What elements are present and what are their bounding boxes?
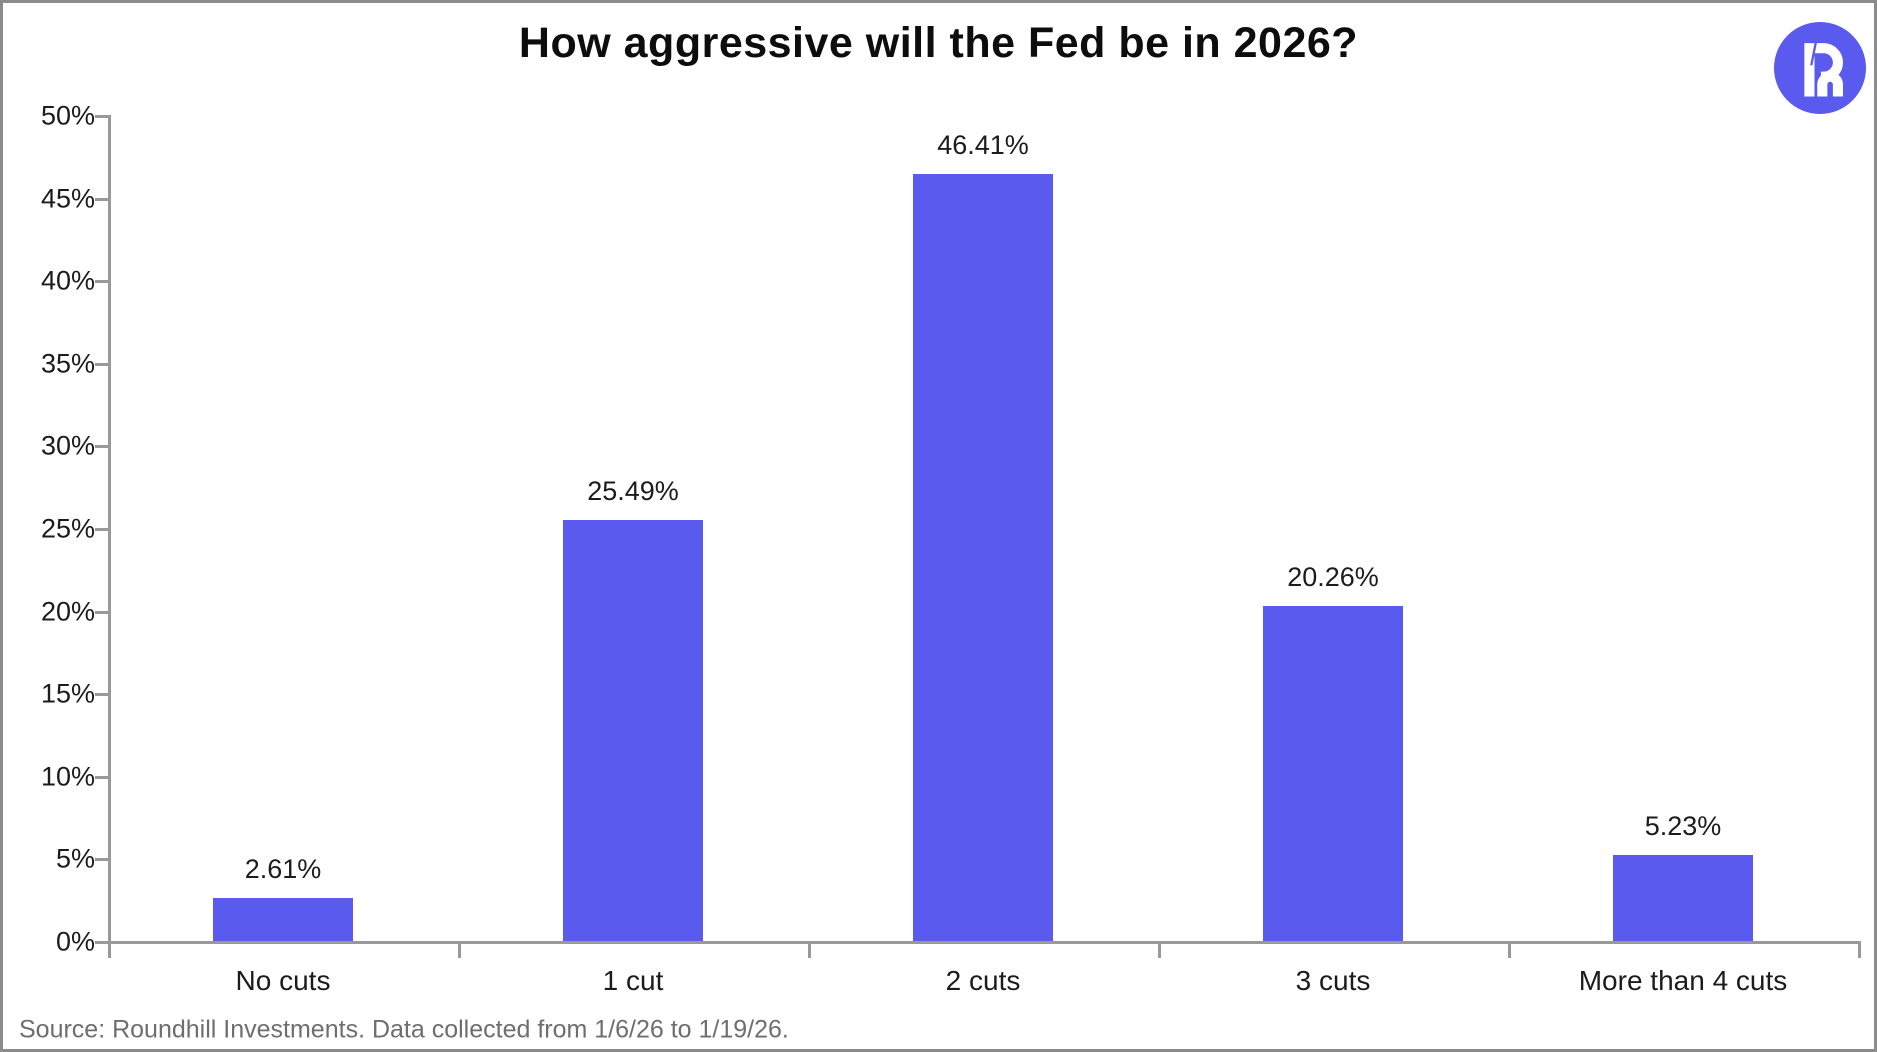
x-axis-category-label: 1 cut bbox=[602, 965, 664, 996]
y-axis-tick bbox=[95, 362, 108, 366]
y-axis-tick bbox=[95, 610, 108, 614]
y-axis-tick bbox=[95, 445, 108, 449]
x-axis-category-label: 2 cuts bbox=[945, 965, 1021, 996]
x-axis-tick bbox=[108, 941, 111, 958]
bar-value-label: 25.49% bbox=[587, 475, 679, 506]
y-axis-tick bbox=[95, 528, 108, 531]
chart-title: How aggressive will the Fed be in 2026? bbox=[518, 19, 1359, 67]
y-axis-tick-label: 20% bbox=[40, 596, 95, 627]
x-axis-tick bbox=[1508, 941, 1511, 958]
y-axis-tick-label: 15% bbox=[40, 678, 95, 709]
x-axis-category-label: More than 4 cuts bbox=[1578, 965, 1788, 996]
bar-1-cut bbox=[563, 519, 703, 941]
x-axis-category-label: 3 cuts bbox=[1295, 965, 1371, 996]
y-axis-tick-label: 35% bbox=[40, 348, 95, 379]
y-axis-tick bbox=[95, 693, 108, 697]
bar-2-cuts bbox=[913, 174, 1053, 941]
roundhill-logo bbox=[1774, 22, 1866, 114]
y-axis-tick-label: 40% bbox=[40, 265, 95, 296]
x-axis-line bbox=[108, 941, 1861, 944]
x-axis-category-label: No cuts bbox=[235, 965, 331, 996]
bar-value-label: 20.26% bbox=[1287, 562, 1379, 593]
bar-value-label: 46.41% bbox=[937, 130, 1029, 161]
bar-value-label: 2.61% bbox=[244, 853, 322, 884]
bar-3-cuts bbox=[1263, 606, 1403, 941]
bar-more-than-4-cuts bbox=[1613, 854, 1753, 941]
y-axis-tick bbox=[95, 280, 108, 284]
roundhill-logo-icon bbox=[1774, 22, 1866, 114]
y-axis-tick-label: 45% bbox=[40, 183, 95, 214]
x-axis-tick bbox=[458, 941, 461, 958]
bar-chart-plot-area: 0% 5% 10% 15% 20% 25% 30% 35% 40% 45% 50% 2.61% No c… bbox=[3, 3, 1874, 1049]
x-axis-tick bbox=[808, 941, 811, 958]
y-axis-tick-label: 0% bbox=[55, 926, 95, 957]
y-axis-tick-label: 50% bbox=[40, 100, 95, 131]
y-axis-line bbox=[108, 115, 111, 941]
y-axis-tick bbox=[95, 858, 108, 862]
x-axis-tick bbox=[1158, 941, 1161, 958]
y-axis-tick-label: 25% bbox=[40, 513, 95, 544]
y-axis-tick bbox=[95, 941, 108, 944]
x-axis-tick bbox=[1858, 941, 1861, 958]
y-axis-tick bbox=[95, 775, 108, 779]
source-note: Source: Roundhill Investments. Data coll… bbox=[19, 1015, 789, 1044]
y-axis-tick bbox=[95, 115, 108, 118]
y-axis-tick-label: 5% bbox=[55, 843, 95, 874]
y-axis-tick-label: 30% bbox=[40, 430, 95, 461]
bar-value-label: 5.23% bbox=[1644, 810, 1722, 841]
bar-no-cuts bbox=[213, 897, 353, 941]
y-axis-tick bbox=[95, 197, 108, 201]
y-axis-tick-label: 10% bbox=[40, 761, 95, 792]
